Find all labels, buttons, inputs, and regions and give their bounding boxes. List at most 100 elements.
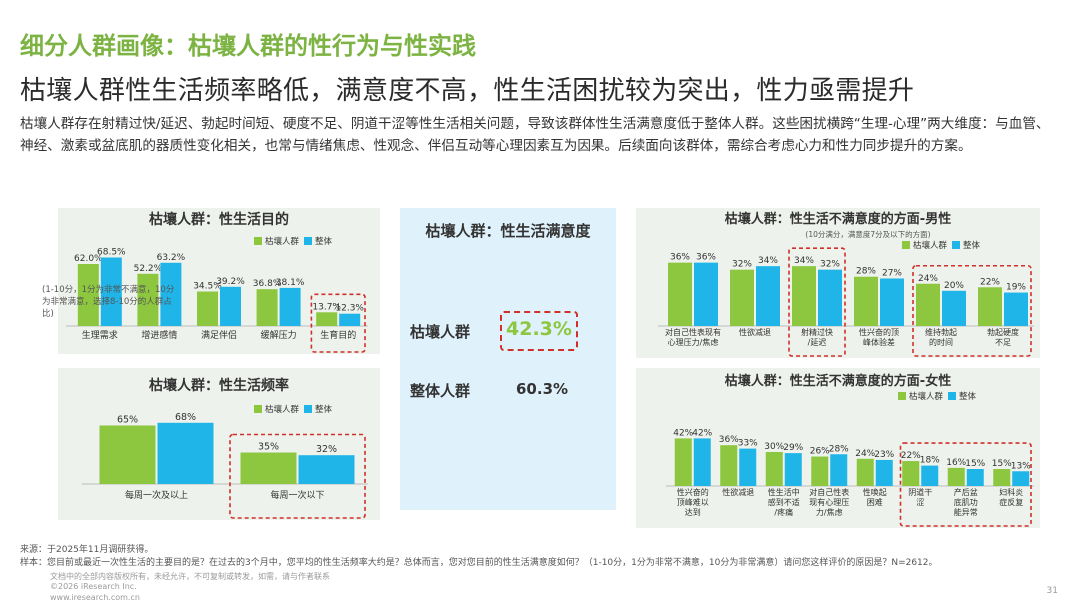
category-label: /疼痛 [774,507,793,517]
satisfaction-title: 枯壤人群：性生活满意度 [425,222,591,240]
bar-overall [966,469,984,486]
data-label: 12.3% [335,304,364,314]
bar-overall [160,262,182,326]
satisfaction-value-target: 42.3% [506,318,572,340]
bar-target [77,264,99,326]
legend-label: 枯壤人群 [909,391,944,402]
data-label: 34% [794,256,814,266]
data-label: 65% [117,415,138,426]
category-label: 困难 [867,497,883,507]
bar-overall [921,465,939,486]
category-label: 性唤起 [863,487,887,497]
data-label: 52.2% [134,264,163,274]
bar-overall [942,290,966,326]
data-label: 42% [673,428,693,438]
data-label: 62.0% [74,254,103,264]
bar-target [256,289,278,326]
bar-target [99,425,156,484]
legend-swatch [254,405,262,413]
category-label: 不足 [995,338,1011,347]
category-label: 性兴奋的顶 [859,327,899,337]
satisfaction-highlight-box [500,311,578,351]
data-label: 27% [882,268,902,278]
category-label: 峰体验差 [863,337,895,347]
legend-label: 枯壤人群 [913,240,948,251]
summary-text: 枯壤人群存在射精过快/延迟、勃起时间短、硬度不足、阴道干涩等性生活相关问题，导致… [20,116,1050,154]
data-label: 34.5% [193,282,222,292]
category-label: 力/焦虑 [816,507,843,517]
chart-subtitle: (10分满分，满意度7分及以下的方面) [805,229,930,239]
category-label: 顶峰难以 [677,497,709,507]
legend-label: 整体 [963,240,981,251]
data-label: 32% [732,260,752,270]
category-label: 症反复 [999,497,1023,507]
data-label: 36.8% [253,279,282,289]
bar-overall [694,262,718,326]
bar-target [856,458,874,486]
category-label: 维持勃起 [925,327,957,337]
bar-target [854,276,878,326]
data-label: 29% [783,443,803,453]
data-label: 35% [258,442,279,453]
category-label: 每周一次及以上 [125,489,188,501]
satisfaction-label-target: 枯壤人群 [410,323,471,341]
category-label: 生育目的 [320,329,356,341]
bar-overall [693,438,711,486]
data-label: 68.5% [97,248,126,258]
legend-label: 整体 [959,391,977,402]
data-label: 15% [965,459,985,469]
data-label: 68% [175,412,196,423]
legend-label: 整体 [315,404,333,415]
category-label: 对自己性表 [809,487,849,497]
category-label: 达到 [685,507,701,517]
bar-target [765,452,783,486]
data-label: 36% [670,253,690,263]
bar-target [993,469,1011,486]
legend-label: 整体 [315,236,333,247]
highlight-box [310,293,366,353]
male-chart-panel: 枯壤人群：性生活不满意度的方面-男性 (10分满分，满意度7分及以下的方面) 枯壤人… [636,208,1040,358]
bar-overall [298,455,355,484]
bar-overall [100,257,122,326]
footnote-copyright-line: 文档中的全部内容版权所有，未经允许，不可复制或转发，如需，请与作者联系 [50,572,330,581]
bar-target [137,273,159,326]
bar-target [240,452,297,484]
category-label: 产后盆 [954,487,978,497]
bar-target [730,269,754,326]
highlight-box [229,433,366,519]
legend-label: 枯壤人群 [265,404,300,415]
satisfaction-value-overall: 60.3% [516,380,569,398]
highlight-box [912,264,1032,357]
bar-target [720,445,738,486]
bar-target [811,456,829,486]
category-label: /延迟 [808,337,827,347]
section-title: 细分人群画像：枯壤人群的性行为与性实践 [20,32,476,60]
bar-overall [756,266,780,326]
bar-overall [830,454,848,486]
data-label: 18% [920,456,940,466]
data-label: 22% [901,451,921,461]
footnote-source: 来源：于2025年11月调研获得。 [20,545,154,555]
bar-target [316,312,338,326]
data-label: 23% [874,450,894,460]
data-label: 33% [738,439,758,449]
category-label: 每周一次以下 [270,489,324,501]
bar-target [674,438,692,486]
data-label: 36% [696,253,716,263]
footnote-sample: 样本：您目前或最近一次性生活的主要目的是？在过去的3个月中，您平均的性生活频率大… [20,558,938,568]
category-label: 阴道干 [908,487,932,497]
bar-target [947,467,965,486]
chart-title: 枯壤人群：性生活目的 [149,211,289,228]
bar-target [978,287,1002,326]
frequency-chart-panel: 枯壤人群：性生活频率 枯壤人群 整体 65% 68% 每周一次及以上 35% 32% 每周一次以… [58,368,380,520]
legend-swatch [952,241,960,249]
chart-title: 枯壤人群：性生活不满意度的方面-男性 [725,211,951,227]
legend-swatch [254,237,262,245]
male-chart: 枯壤人群：性生活不满意度的方面-男性 (10分满分，满意度7分及以下的方面)枯壤人… [658,211,1034,357]
data-label: 32% [316,444,337,455]
chart-title: 枯壤人群：性生活不满意度的方面-女性 [725,373,951,389]
bar-target [916,283,940,326]
legend-swatch [902,241,910,249]
